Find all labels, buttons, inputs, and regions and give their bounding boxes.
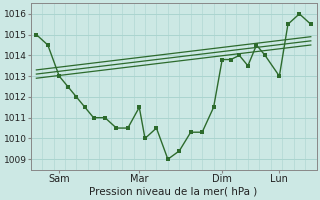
X-axis label: Pression niveau de la mer( hPa ): Pression niveau de la mer( hPa ) [90,187,258,197]
